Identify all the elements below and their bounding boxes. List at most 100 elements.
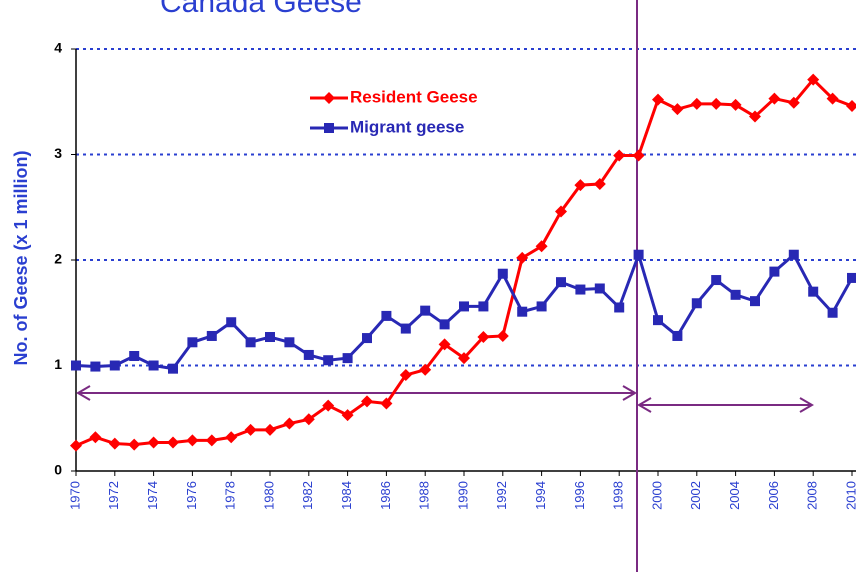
marker — [458, 352, 470, 365]
marker — [323, 355, 334, 366]
marker — [322, 399, 335, 412]
arrow-head — [622, 385, 637, 401]
marker — [690, 97, 703, 110]
marker — [847, 272, 856, 283]
marker — [497, 268, 508, 279]
marker — [729, 98, 742, 111]
marker — [341, 409, 354, 422]
marker — [381, 310, 392, 321]
marker — [632, 149, 645, 162]
x-tick-label: 1980 — [261, 481, 276, 510]
x-tick-label: 1970 — [67, 481, 82, 510]
marker — [420, 305, 431, 316]
marker — [205, 434, 218, 447]
marker — [283, 417, 296, 430]
x-tick-label: 2008 — [805, 481, 820, 510]
marker — [400, 323, 411, 334]
x-tick-label: 1976 — [184, 481, 199, 510]
marker — [613, 149, 626, 162]
marker — [827, 307, 838, 318]
marker — [264, 423, 276, 436]
legend-marker — [323, 92, 335, 104]
marker — [90, 361, 101, 372]
marker — [496, 329, 509, 342]
marker — [109, 360, 120, 371]
marker — [225, 431, 238, 444]
marker — [787, 96, 800, 109]
x-tick-label: 1992 — [494, 481, 509, 510]
marker — [574, 179, 587, 192]
marker — [749, 110, 761, 123]
marker — [226, 317, 237, 328]
marker — [536, 301, 547, 312]
x-tick-label: 2010 — [843, 481, 856, 510]
marker — [459, 301, 469, 312]
arrow-head — [76, 385, 91, 401]
x-tick-label: 2004 — [727, 481, 742, 510]
marker — [535, 240, 548, 253]
marker — [593, 178, 606, 191]
marker — [244, 423, 257, 436]
marker — [556, 277, 566, 288]
y-tick-label: 4 — [54, 40, 62, 56]
y-tick-label: 2 — [54, 251, 62, 267]
legend-marker — [324, 123, 334, 133]
marker — [846, 99, 856, 112]
marker — [245, 337, 256, 348]
marker — [730, 289, 741, 300]
marker — [168, 363, 178, 374]
marker — [652, 93, 664, 106]
marker — [302, 413, 315, 426]
marker — [614, 302, 625, 313]
x-tick-label: 1984 — [339, 481, 354, 510]
marker — [788, 249, 799, 260]
marker — [284, 337, 295, 348]
marker — [167, 436, 179, 449]
x-tick-label: 2000 — [649, 481, 664, 510]
y-tick-label: 0 — [54, 462, 62, 478]
marker — [399, 368, 412, 381]
legend-label: Resident Geese — [350, 87, 478, 106]
marker — [71, 360, 81, 371]
marker — [438, 338, 451, 351]
x-tick-label: 1996 — [572, 481, 587, 510]
marker — [769, 266, 780, 277]
marker — [129, 351, 140, 362]
legend-label: Migrant geese — [350, 117, 464, 136]
marker — [128, 438, 141, 451]
arrow-head — [637, 397, 652, 413]
marker — [187, 337, 198, 348]
marker — [517, 306, 528, 317]
marker — [439, 319, 450, 330]
marker — [148, 360, 159, 371]
marker — [342, 353, 353, 364]
marker — [303, 349, 314, 360]
marker — [108, 437, 121, 450]
y-tick-label: 1 — [54, 356, 62, 372]
marker — [516, 251, 529, 264]
marker — [750, 296, 760, 307]
marker — [361, 395, 373, 408]
chart-title: Canada Geese — [160, 0, 362, 19]
marker — [768, 92, 781, 105]
marker — [265, 332, 275, 343]
x-tick-label: 1986 — [378, 481, 393, 510]
marker — [594, 283, 605, 294]
marker — [710, 97, 723, 110]
marker — [555, 205, 567, 218]
marker — [478, 301, 489, 312]
marker — [362, 333, 372, 344]
marker — [380, 397, 393, 410]
x-tick-label: 1998 — [611, 481, 626, 510]
x-tick-label: 2006 — [766, 481, 781, 510]
marker — [419, 363, 432, 376]
arrow-head — [799, 397, 814, 413]
x-tick-label: 1972 — [106, 481, 121, 510]
marker — [186, 434, 199, 447]
marker — [826, 92, 839, 105]
marker — [808, 286, 819, 297]
x-tick-label: 1988 — [417, 481, 432, 510]
marker — [691, 298, 702, 309]
x-tick-label: 1982 — [300, 481, 315, 510]
